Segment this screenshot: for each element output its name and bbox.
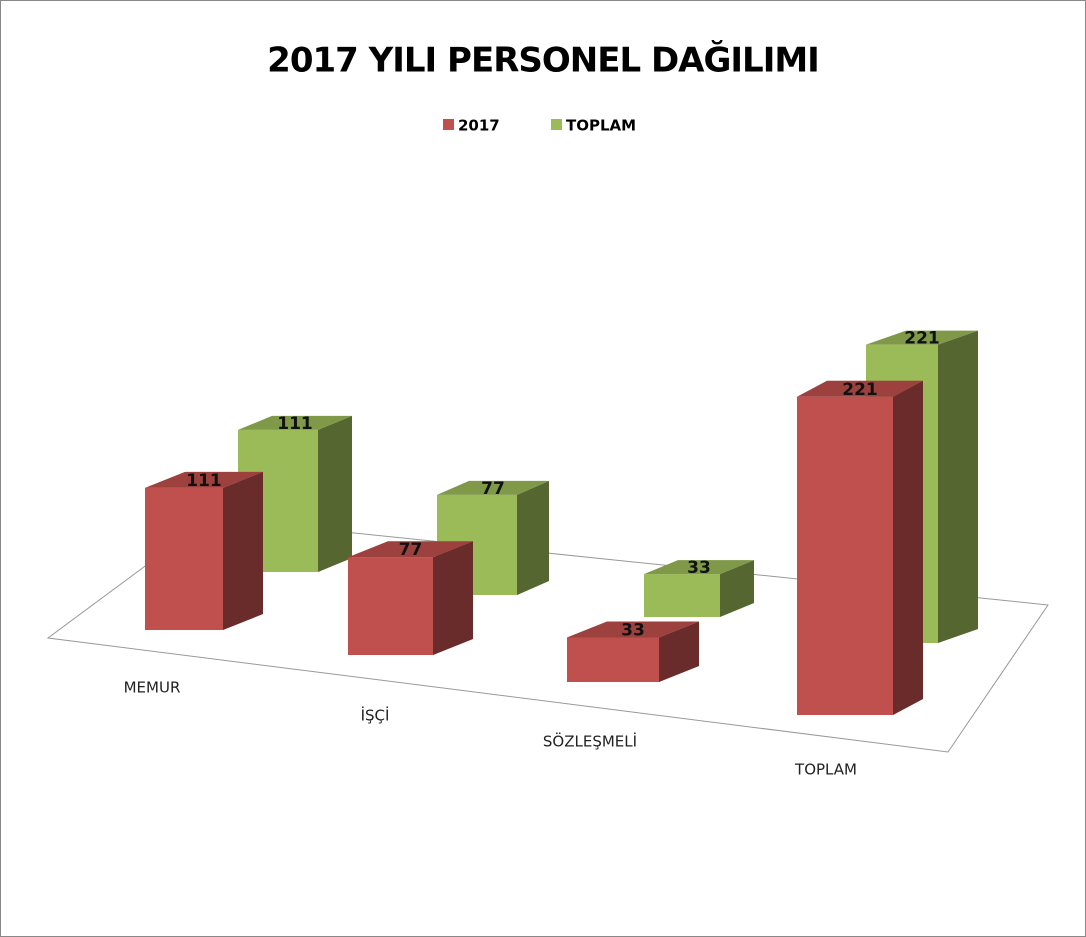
- bar-top: [797, 380, 923, 397]
- bar-side: [517, 480, 549, 595]
- bar-side: [893, 380, 923, 715]
- data-label: 221: [904, 329, 940, 349]
- bar-side-shade: [223, 471, 263, 630]
- x-tick-label: TOPLAM: [794, 761, 857, 779]
- bar-top: [437, 480, 549, 495]
- bar-side: [223, 471, 263, 630]
- legend-label: 2017: [458, 117, 500, 135]
- x-tick-label: SÖZLEŞMELİ: [543, 732, 637, 751]
- data-label: 33: [621, 620, 645, 640]
- bar: [145, 471, 263, 630]
- bar-top: [238, 415, 352, 430]
- x-tick-label: MEMUR: [124, 679, 181, 697]
- bar-front: [797, 396, 893, 715]
- legend-swatch: [443, 119, 454, 130]
- bar-top-shade: [238, 415, 352, 430]
- bar: [644, 560, 754, 617]
- data-label: 221: [842, 380, 878, 400]
- bar-top-shade: [145, 471, 263, 488]
- data-label: 111: [277, 414, 313, 434]
- bar-side-shade: [720, 560, 754, 617]
- bar-side-shade: [659, 621, 699, 682]
- bar-top: [348, 541, 473, 558]
- bar-side-shade: [938, 330, 978, 643]
- data-label: 111: [186, 471, 222, 491]
- bar-side: [938, 330, 978, 643]
- bar-top: [644, 560, 754, 575]
- bar-side-shade: [893, 380, 923, 715]
- legend-label: TOPLAM: [566, 117, 636, 135]
- bar: [437, 480, 549, 595]
- bar-side: [659, 621, 699, 682]
- bar-front: [567, 637, 659, 682]
- legend-swatch: [551, 119, 562, 130]
- data-label: 77: [481, 479, 505, 499]
- bar-side-shade: [318, 415, 352, 572]
- x-tick-label: İŞÇİ: [361, 706, 390, 725]
- bar-top: [866, 330, 978, 345]
- data-label: 77: [399, 540, 423, 560]
- bar-top-shade: [437, 480, 549, 495]
- bar-top-shade: [644, 560, 754, 575]
- bar-front: [644, 574, 720, 617]
- data-label: 33: [687, 558, 711, 578]
- bar-top-shade: [567, 621, 699, 638]
- bar-top: [567, 621, 699, 638]
- bar-front: [348, 557, 433, 655]
- bar-side: [433, 541, 473, 655]
- bar-front: [145, 487, 223, 630]
- bar: [567, 621, 699, 682]
- bar-top-shade: [866, 330, 978, 345]
- bar: [797, 380, 923, 715]
- bar-top: [145, 471, 263, 488]
- bar: [348, 541, 473, 655]
- bar-side: [720, 560, 754, 617]
- bar: [238, 415, 352, 572]
- bar-side: [318, 415, 352, 572]
- bar-top-shade: [797, 380, 923, 397]
- bar-top-shade: [348, 541, 473, 558]
- chart-title: 2017 YILI PERSONEL DAĞILIMI: [267, 40, 819, 81]
- bar-side-shade: [433, 541, 473, 655]
- bar-side-shade: [517, 480, 549, 595]
